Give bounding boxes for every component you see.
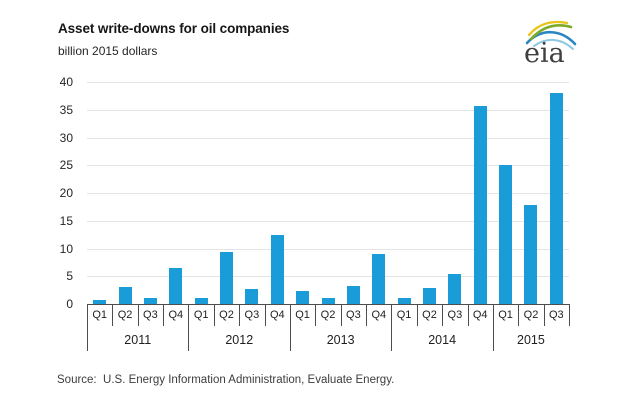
bar-Q2-13 xyxy=(423,288,436,304)
axis-separator xyxy=(112,305,113,326)
axis-separator xyxy=(239,305,240,326)
logo-text: eia xyxy=(524,38,565,69)
bar-Q4-11 xyxy=(372,254,386,304)
axis-separator xyxy=(341,305,342,326)
y-axis-tick-label: 5 xyxy=(66,269,73,283)
bar-Q4-7 xyxy=(270,235,284,304)
bar-Q1-8 xyxy=(296,291,310,304)
x-axis-quarter-label: Q3 xyxy=(244,309,260,321)
plot-area: 0 5 10 15 20 25 30 35 40 xyxy=(60,75,569,311)
axis-separator xyxy=(214,305,215,326)
x-axis-quarter-label: Q1 xyxy=(498,309,513,321)
bar-Q2-17 xyxy=(524,205,538,304)
axis-separator xyxy=(442,305,443,326)
axis-separator xyxy=(544,305,545,326)
axis-separator xyxy=(163,305,164,326)
bar-Q2-5 xyxy=(220,252,233,304)
axis-separator xyxy=(265,305,266,326)
axis-separator xyxy=(468,305,469,326)
axis-separator xyxy=(366,305,367,326)
bar-Q1-12 xyxy=(397,298,411,304)
y-axis-tick-label: 0 xyxy=(66,297,73,311)
bar-Q1-16 xyxy=(499,165,513,304)
bar-Q3-14 xyxy=(448,274,462,304)
x-axis-quarter-label: Q3 xyxy=(346,309,361,321)
x-axis-quarter-label: Q1 xyxy=(193,309,209,321)
y-axis-tick-label: 20 xyxy=(59,186,73,200)
bar-Q4-3 xyxy=(169,268,183,304)
x-axis-quarter-label: Q2 xyxy=(523,309,539,321)
bar-Q4-15 xyxy=(473,106,487,304)
gridline xyxy=(87,165,569,166)
x-axis-quarter-label: Q3 xyxy=(548,309,564,321)
x-axis-year-label: 2012 xyxy=(225,333,254,347)
bar-Q3-10 xyxy=(346,286,360,304)
bar-Q1-0 xyxy=(93,300,107,304)
y-axis-tick-label: 25 xyxy=(59,158,73,172)
gridline xyxy=(87,249,569,250)
x-axis-quarter-label: Q4 xyxy=(371,309,387,321)
bar-Q2-1 xyxy=(118,287,132,304)
x-axis-quarter-label: Q3 xyxy=(447,309,463,321)
x-axis-quarter-label: Q1 xyxy=(295,309,310,321)
bar-Q3-2 xyxy=(143,298,157,304)
axis-separator xyxy=(493,305,494,351)
bar-Q1-4 xyxy=(194,298,208,304)
gridline xyxy=(87,193,569,194)
eia-logo: eia xyxy=(524,20,577,69)
x-axis-year-label: 2013 xyxy=(326,333,355,347)
x-axis-quarter-label: Q2 xyxy=(117,309,133,321)
chart-subtitle: billion 2015 dollars xyxy=(58,44,158,58)
axis-separator xyxy=(87,305,88,351)
gridline xyxy=(87,82,569,83)
gridline xyxy=(87,221,569,222)
axis-separator xyxy=(188,305,189,351)
axis-separator xyxy=(569,305,570,326)
x-axis: Q1 Q2 Q3 Q4 Q1 Q2 Q3 Q4 Q1 Q2 Q3 Q4 Q1 Q2 Q3 Q4 Q1 Q2 Q3 20… xyxy=(87,304,570,357)
gridline xyxy=(87,276,569,277)
x-axis-quarter-label: Q4 xyxy=(269,309,285,321)
y-axis-tick-label: 35 xyxy=(59,103,73,117)
gridline xyxy=(87,138,569,139)
logo-swoosh-yellow xyxy=(527,20,569,37)
x-axis-quarter-label: Q4 xyxy=(168,309,184,321)
axis-separator xyxy=(417,305,418,326)
x-axis-quarter-label: Q2 xyxy=(219,309,234,321)
source-note: Source: U.S. Energy Information Administ… xyxy=(57,374,395,386)
x-axis-year-label: 2011 xyxy=(124,333,152,347)
bar-Q3-6 xyxy=(245,289,259,304)
axis-separator xyxy=(391,305,392,351)
x-axis-quarter-label: Q2 xyxy=(320,309,336,321)
logo-swoosh-green xyxy=(529,24,573,41)
chart-title: Asset write-downs for oil companies xyxy=(58,21,290,36)
y-axis-tick-label: 40 xyxy=(59,75,73,89)
x-axis-quarter-label: Q1 xyxy=(396,309,412,321)
y-axis-tick-label: 15 xyxy=(59,214,73,228)
gridline xyxy=(87,110,569,111)
y-axis-tick-label: 30 xyxy=(59,131,73,145)
axis-separator xyxy=(138,305,139,326)
axis-separator xyxy=(518,305,519,326)
axis-separator xyxy=(290,305,291,351)
x-axis-year-label: 2015 xyxy=(517,333,545,347)
logo-swoosh-lightblue xyxy=(533,39,574,50)
x-axis-year-label: 2014 xyxy=(428,333,457,347)
bar-Q3-18 xyxy=(549,93,563,304)
bar-Q2-9 xyxy=(321,298,335,304)
x-axis-quarter-label: Q1 xyxy=(92,309,108,321)
x-axis-quarter-label: Q3 xyxy=(143,309,158,321)
y-axis-tick-label: 10 xyxy=(59,242,73,256)
axis-separator xyxy=(315,305,316,326)
x-axis-quarter-label: Q4 xyxy=(472,309,488,321)
x-axis-quarter-label: Q2 xyxy=(422,309,437,321)
